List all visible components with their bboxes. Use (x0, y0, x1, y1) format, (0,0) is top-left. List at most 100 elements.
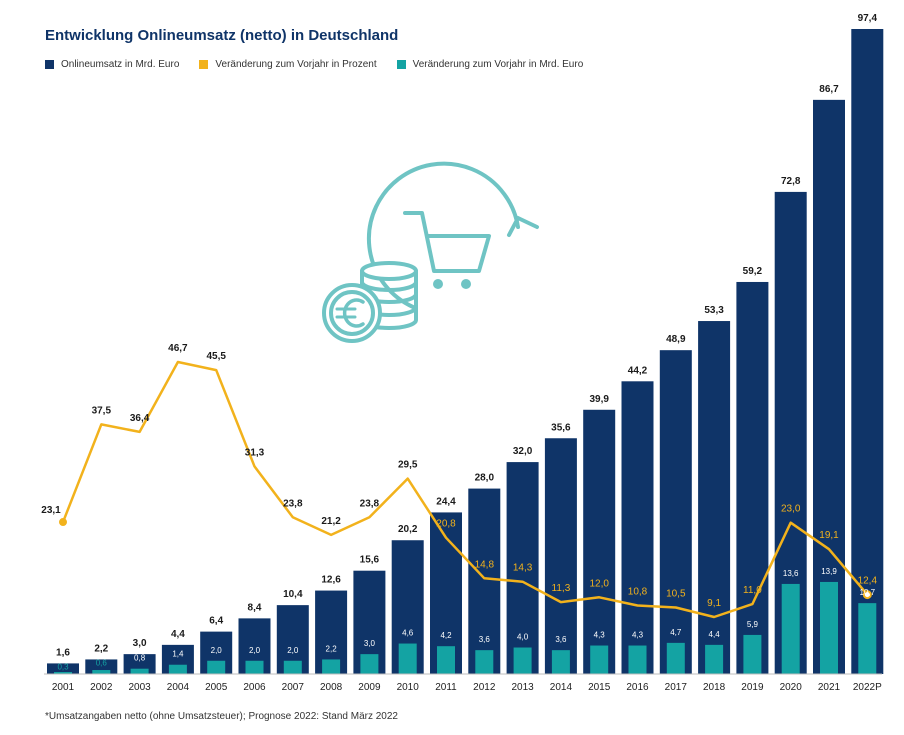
change-value-label: 3,0 (364, 639, 376, 648)
change-value-label: 3,6 (555, 635, 567, 644)
revenue-bar (813, 99, 845, 674)
x-tick-label: 2012 (473, 682, 496, 693)
change-value-label: 4,7 (670, 628, 682, 637)
change-value-label: 0,8 (134, 654, 146, 663)
revenue-value-label: 72,8 (781, 176, 801, 187)
revenue-value-label: 12,6 (321, 575, 341, 586)
revenue-value-label: 35,6 (551, 422, 571, 433)
revenue-bar (659, 350, 692, 674)
change-bar (168, 664, 187, 674)
change-value-label: 5,9 (747, 620, 759, 629)
data-labels: 1,6 0,3 2,2 0,6 3,0 0,8 4,4 1,4 6,4 2,0 8,4 2,0 10,4… (41, 13, 877, 671)
percent-line-path (61, 360, 869, 619)
x-tick-label: 2003 (128, 682, 151, 693)
change-bar (820, 581, 838, 674)
percent-value-label: 19,1 (819, 530, 839, 541)
percent-value-label: 14,3 (513, 563, 533, 574)
change-value-label: 10,7 (860, 588, 876, 597)
revenue-value-label: 53,3 (704, 305, 724, 316)
percent-value-label: 36,4 (130, 413, 150, 424)
revenue-bar (698, 321, 731, 674)
shopping-cart-euro-coins-icon (322, 161, 539, 343)
x-tick-label: 2009 (358, 682, 381, 693)
change-bar (513, 647, 532, 674)
percent-value-label: 11,3 (552, 583, 571, 594)
percent-value-label: 14,8 (475, 559, 495, 570)
percent-value-label: 10,8 (628, 586, 648, 597)
percent-value-label: 45,5 (206, 351, 226, 362)
percent-value-label: 29,5 (398, 460, 418, 471)
x-tick-label: 2002 (90, 682, 113, 693)
change-value-label: 2,0 (249, 646, 261, 655)
change-value-label: 0,3 (57, 662, 69, 671)
revenue-value-label: 1,6 (56, 647, 70, 658)
chart-canvas: 1,6 0,3 2,2 0,6 3,0 0,8 4,4 1,4 6,4 2,0 8,4 2,0 10,4… (41, 13, 884, 693)
percent-value-label: 11,0 (743, 585, 762, 596)
legend-item-percent: Veränderung zum Vorjahr in Prozent (199, 59, 377, 70)
percent-value-label: 12,4 (858, 576, 878, 587)
revenue-value-label: 2,2 (94, 643, 108, 654)
change-bar (590, 645, 609, 674)
revenue-value-label: 59,2 (743, 266, 763, 277)
percent-point (59, 518, 67, 527)
percent-value-label: 20,8 (436, 519, 456, 530)
revenue-bar (583, 409, 616, 674)
legend-swatch-change (396, 60, 406, 69)
revenue-bars (47, 29, 884, 674)
x-tick-label: 2001 (52, 682, 75, 693)
revenue-bar (544, 438, 577, 674)
revenue-bar (736, 281, 769, 674)
x-tick-label: 2011 (435, 682, 457, 693)
legend-label-percent: Veränderung zum Vorjahr in Prozent (215, 59, 377, 70)
percent-value-label: 12,0 (589, 578, 609, 589)
revenue-value-label: 15,6 (360, 555, 380, 566)
change-bar (781, 583, 800, 674)
change-value-label: 3,6 (479, 635, 491, 644)
percent-value-label: 10,5 (666, 589, 686, 600)
change-value-label: 2,2 (326, 644, 338, 653)
chart-title: Entwicklung Onlineumsatz (netto) in Deut… (45, 27, 399, 44)
revenue-value-label: 97,4 (858, 13, 878, 24)
change-value-label: 0,6 (96, 658, 108, 667)
percent-value-label: 23,8 (283, 498, 303, 509)
x-tick-label: 2022P (853, 682, 882, 693)
change-bar (207, 660, 226, 674)
x-tick-label: 2004 (167, 682, 190, 693)
legend-swatch-revenue (45, 60, 54, 69)
change-value-label: 13,6 (783, 569, 799, 578)
footnote: *Umsatzangaben netto (ohne Umsatzsteuer)… (45, 711, 398, 722)
x-tick-label: 2013 (511, 682, 534, 693)
x-tick-label: 2019 (741, 682, 764, 693)
x-tick-label: 2018 (703, 682, 726, 693)
change-value-label: 2,0 (211, 646, 223, 655)
percent-value-label: 9,1 (707, 598, 721, 609)
revenue-value-label: 4,4 (171, 629, 185, 640)
x-tick-label: 2007 (282, 682, 305, 693)
legend-label-change: Veränderung zum Vorjahr in Mrd. Euro (412, 59, 584, 70)
percent-point (862, 590, 872, 600)
change-bar (92, 670, 111, 674)
change-bar (130, 668, 149, 674)
change-bar (398, 643, 417, 674)
change-bar (858, 603, 877, 674)
legend-item-change: Veränderung zum Vorjahr in Mrd. Euro (396, 59, 584, 70)
change-bar (705, 644, 724, 674)
change-value-label: 1,4 (172, 650, 184, 659)
x-tick-label: 2015 (588, 682, 611, 693)
revenue-value-label: 39,9 (589, 394, 609, 405)
percent-value-label: 23,8 (360, 498, 380, 509)
legend-label-revenue: Onlineumsatz in Mrd. Euro (61, 59, 180, 70)
change-bar (628, 645, 647, 674)
change-value-label: 4,2 (440, 631, 452, 640)
percent-value-label: 46,7 (168, 343, 188, 354)
change-value-label: 4,3 (632, 631, 644, 640)
legend-item-revenue: Onlineumsatz in Mrd. Euro (45, 59, 179, 70)
revenue-bar (47, 663, 79, 674)
change-value-label: 13,9 (821, 567, 837, 576)
revenue-value-label: 3,0 (133, 638, 147, 649)
revenue-value-label: 44,2 (628, 365, 648, 376)
change-value-label: 4,4 (709, 630, 721, 639)
revenue-value-label: 48,9 (666, 334, 686, 345)
revenue-bar (851, 29, 884, 674)
percent-value-label: 37,5 (92, 405, 112, 416)
